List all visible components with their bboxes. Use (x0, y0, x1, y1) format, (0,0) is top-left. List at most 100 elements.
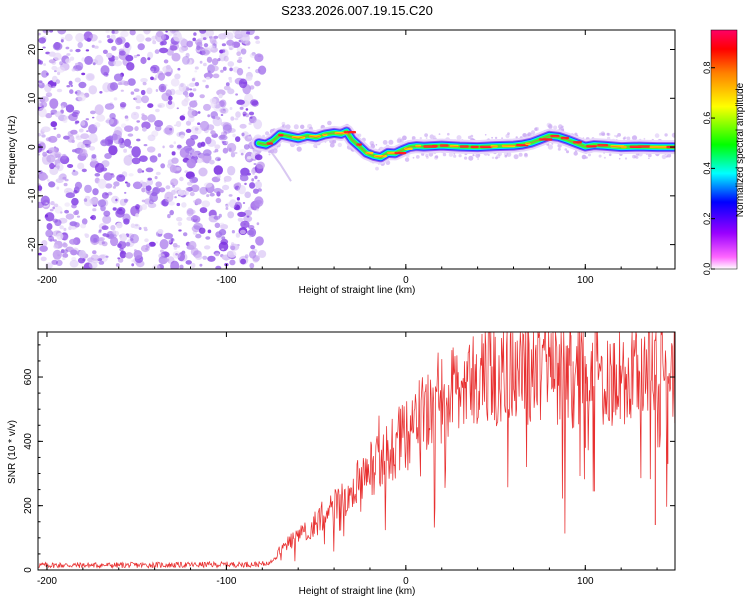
noise-speck (155, 31, 165, 43)
figure-title: S233.2026.007.19.15.C20 (281, 3, 433, 18)
noise-speck (84, 233, 88, 237)
halo-speck (573, 151, 578, 156)
noise-speck (106, 52, 113, 58)
noise-speck (192, 37, 196, 42)
spectrogram-ylabel: Frequency (Hz) (7, 116, 18, 185)
noise-speck (85, 73, 95, 81)
noise-speck (96, 114, 106, 122)
halo-speck (557, 147, 561, 151)
halo-speck (522, 133, 527, 137)
noise-speck (203, 182, 213, 188)
noise-speck (177, 221, 182, 226)
noise-speck (102, 82, 111, 93)
noise-speck (41, 126, 51, 133)
noise-speck (109, 82, 119, 91)
noise-speck (68, 80, 73, 86)
noise-speck (155, 181, 162, 188)
noise-speck (252, 255, 260, 262)
noise-speck (97, 178, 107, 189)
noise-speck (249, 182, 256, 189)
noise-speck (225, 207, 229, 210)
noise-speck (256, 222, 260, 226)
halo-speck (581, 154, 587, 160)
noise-speck (236, 197, 240, 201)
noise-speck (38, 37, 46, 44)
noise-speck (98, 237, 105, 242)
noise-speck (219, 107, 229, 114)
noise-speck (119, 143, 126, 149)
noise-speck (207, 255, 216, 262)
noise-speck (215, 252, 220, 257)
noise-speck (170, 78, 180, 87)
noise-speck (82, 139, 92, 146)
y-tick-label: -20 (27, 237, 38, 252)
y-tick-label: 400 (23, 433, 34, 450)
halo-speck (327, 120, 332, 126)
noise-speck (56, 232, 64, 240)
noise-speck (172, 243, 178, 248)
halo-speck (369, 141, 375, 146)
noise-speck (198, 167, 208, 177)
noise-speck (255, 236, 264, 246)
halo-speck (468, 155, 474, 161)
halo-speck (415, 155, 420, 159)
noise-speck (138, 227, 142, 230)
halo-speck (293, 124, 299, 130)
noise-speck (185, 128, 192, 133)
noise-speck (66, 190, 69, 193)
noise-speck (249, 116, 253, 119)
noise-speck (185, 260, 192, 265)
noise-speck (254, 35, 260, 40)
noise-speck (41, 70, 49, 78)
halo-speck (491, 136, 493, 139)
noise-speck (78, 81, 87, 89)
x-tick-label: 100 (577, 576, 594, 587)
noise-speck (127, 133, 134, 137)
spectrogram-xlabel: Height of straight line (km) (299, 285, 416, 296)
noise-speck (67, 164, 74, 168)
halo-speck (442, 152, 447, 157)
noise-speck (229, 107, 233, 110)
noise-speck (42, 46, 46, 49)
noise-speck (113, 60, 123, 67)
noise-speck (227, 211, 235, 219)
noise-speck (245, 31, 251, 35)
noise-speck (220, 69, 224, 73)
halo-speck (375, 166, 379, 171)
halo-speck (626, 136, 631, 141)
halo-speck (300, 124, 305, 129)
snr-ylabel: SNR (10 * v/v) (7, 420, 18, 484)
halo-speck (425, 137, 428, 139)
noise-speck (125, 117, 129, 122)
halo-speck (329, 142, 335, 148)
noise-speck (67, 188, 71, 192)
noise-speck (177, 67, 181, 71)
noise-speck (61, 105, 64, 109)
noise-speck (160, 249, 164, 253)
noise-speck (53, 244, 59, 249)
noise-speck (159, 47, 168, 54)
noise-speck (54, 111, 63, 118)
noise-speck (254, 53, 264, 62)
halo-speck (382, 140, 388, 145)
noise-speck (114, 56, 119, 61)
halo-speck (534, 127, 538, 131)
noise-speck (48, 181, 56, 188)
noise-speck (55, 178, 64, 184)
noise-speck (154, 176, 158, 180)
noise-speck (238, 78, 248, 89)
noise-speck (176, 202, 181, 207)
noise-speck (38, 153, 41, 156)
noise-speck (257, 188, 262, 192)
halo-speck (313, 143, 318, 148)
noise-speck (165, 89, 172, 97)
noise-speck (199, 263, 203, 267)
noise-speck (203, 72, 213, 79)
noise-speck (147, 114, 156, 123)
noise-speck (56, 133, 61, 139)
noise-speck (205, 236, 211, 240)
noise-speck (227, 250, 237, 258)
noise-speck (202, 79, 207, 83)
noise-speck (226, 32, 234, 40)
noise-speck (75, 133, 80, 138)
